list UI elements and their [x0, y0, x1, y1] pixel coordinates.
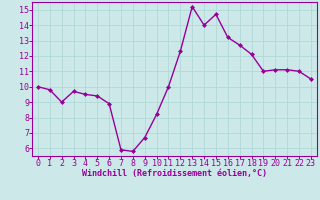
X-axis label: Windchill (Refroidissement éolien,°C): Windchill (Refroidissement éolien,°C) [82, 169, 267, 178]
